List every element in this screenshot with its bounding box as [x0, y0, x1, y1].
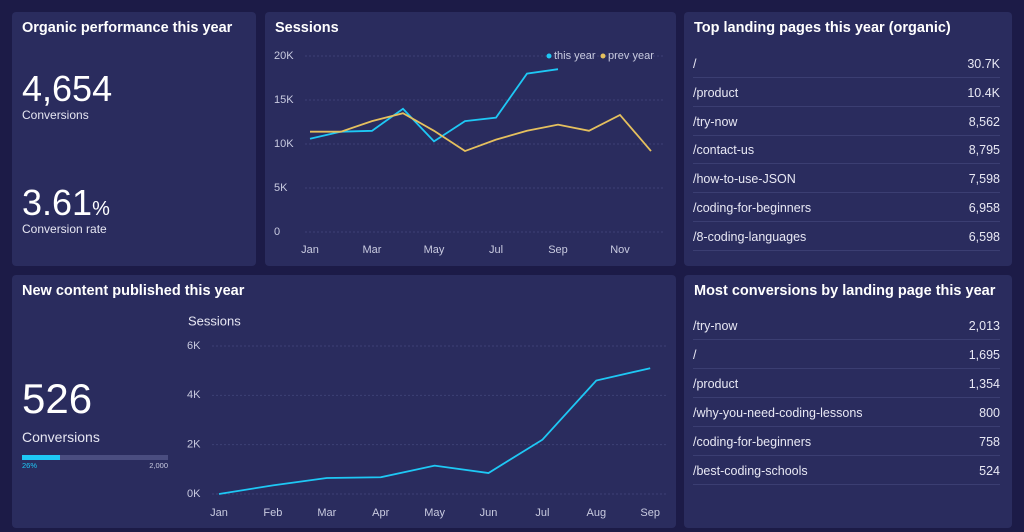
- x-tick-label: May: [424, 507, 445, 519]
- table-row: /product 10.4K: [693, 78, 1000, 107]
- x-tick-label: Apr: [372, 507, 389, 519]
- sessions-chart: 0 5K 10K 15K 20K Jan Mar May Jul Sep Nov this year p…: [274, 50, 665, 256]
- row-value: 524: [979, 464, 1000, 478]
- x-tick-label: Jan: [301, 244, 319, 256]
- row-value: 2,013: [968, 319, 1000, 333]
- content-conversions-label: Conversions: [22, 429, 100, 445]
- top-pages-panel: Top landing pages this year (organic) / 3…: [684, 12, 1012, 266]
- row-page: /try-now: [693, 319, 738, 333]
- y-tick-label: 20K: [274, 50, 294, 62]
- row-value: 8,562: [968, 114, 1000, 129]
- row-page: /coding-for-beginners: [693, 435, 812, 449]
- row-page: /best-coding-schools: [693, 464, 808, 478]
- legend-label: prev year: [608, 50, 654, 62]
- row-page: /product: [693, 377, 739, 391]
- panel-title: Most conversions by landing page this ye…: [694, 283, 996, 299]
- progress-max: 2,000: [149, 461, 168, 470]
- content-chart: Sessions 0K 2K 4K 6K Jan Feb Mar Apr May Jun Jul Aug…: [187, 313, 666, 519]
- row-value: 10.4K: [967, 85, 1000, 100]
- panel-title: Sessions: [275, 20, 339, 36]
- x-tick-label: Mar: [317, 507, 336, 519]
- row-page: /try-now: [693, 114, 738, 129]
- table-row: /how-to-use-JSON 7,598: [693, 164, 1000, 194]
- rate-number: 3.61: [22, 182, 93, 223]
- y-tick-label: 4K: [187, 389, 201, 401]
- row-value: 1,354: [968, 377, 1000, 391]
- table-row: /coding-for-beginners 758: [693, 427, 1000, 456]
- panel-title: New content published this year: [22, 283, 245, 299]
- row-page: /coding-for-beginners: [693, 201, 812, 215]
- rate-label: Conversion rate: [22, 222, 107, 236]
- new-content-panel: New content published this year 526 Conv…: [12, 275, 676, 528]
- table-row: /coding-for-beginners 6,958: [693, 193, 1000, 222]
- rate-value: 3.61%: [22, 182, 110, 224]
- x-tick-label: Feb: [263, 507, 282, 519]
- y-tick-label: 10K: [274, 138, 294, 150]
- row-page: /product: [693, 85, 739, 100]
- x-tick-label: Jun: [480, 507, 498, 519]
- table-row: /contact-us 8,795: [693, 135, 1000, 165]
- progress-label: 26%: [22, 461, 38, 470]
- table-row: /why-you-need-coding-lessons 800: [693, 398, 1000, 427]
- chart-title: Sessions: [188, 313, 241, 328]
- x-tick-label: Jul: [489, 244, 503, 256]
- x-tick-label: Mar: [363, 244, 382, 256]
- table-row: /best-coding-schools 524: [693, 456, 1000, 485]
- table-row: /try-now 2,013: [693, 311, 1000, 340]
- y-tick-label: 0K: [187, 488, 201, 500]
- row-value: 6,598: [968, 229, 1000, 244]
- row-value: 7,598: [968, 172, 1000, 187]
- series-line: [310, 112, 652, 153]
- x-tick-label: Sep: [548, 244, 568, 256]
- organic-panel: Organic performance this year 4,654 Conv…: [12, 12, 256, 266]
- rate-unit: %: [92, 198, 110, 220]
- row-value: 800: [979, 406, 1000, 420]
- panel-title: Organic performance this year: [22, 20, 233, 36]
- y-tick-label: 15K: [274, 94, 294, 106]
- conversions-value: 4,654: [22, 68, 113, 109]
- table-row: / 30.7K: [693, 49, 1000, 78]
- row-value: 6,958: [968, 201, 1000, 215]
- content-conversions-value: 526: [22, 375, 93, 422]
- row-page: /: [693, 57, 697, 71]
- y-tick-label: 0: [274, 226, 280, 238]
- series-line: [309, 68, 559, 143]
- table-row: /product 1,354: [693, 369, 1000, 398]
- table-row: /8-coding-languages 6,598: [693, 222, 1000, 251]
- progress-fill: [22, 455, 60, 460]
- conversions-pages-panel: Most conversions by landing page this ye…: [684, 275, 1012, 528]
- row-page: /: [693, 348, 697, 362]
- row-page: /how-to-use-JSON: [693, 172, 796, 187]
- row-value: 8,795: [968, 143, 1000, 158]
- y-tick-label: 5K: [274, 182, 288, 194]
- y-tick-label: 2K: [187, 439, 201, 451]
- progress-track: [22, 455, 168, 460]
- series-line: [218, 367, 651, 495]
- row-value: 1,695: [968, 348, 1000, 362]
- sessions-panel: Sessions 0 5K 10K 15K 20K Jan Mar May Jul Sep Nov t…: [265, 12, 676, 266]
- conversions-label: Conversions: [22, 108, 89, 122]
- legend-dot: [600, 53, 606, 59]
- legend-dot: [546, 53, 552, 59]
- x-tick-label: May: [424, 244, 445, 256]
- x-tick-label: Sep: [640, 507, 660, 519]
- x-tick-label: Nov: [610, 244, 630, 256]
- y-tick-label: 6K: [187, 340, 201, 352]
- row-page: /why-you-need-coding-lessons: [693, 406, 863, 420]
- x-tick-label: Jul: [535, 507, 549, 519]
- table-row: /try-now 8,562: [693, 107, 1000, 136]
- row-page: /contact-us: [693, 143, 755, 158]
- x-tick-label: Jan: [210, 507, 228, 519]
- table-row: / 1,695: [693, 340, 1000, 369]
- panel-title: Top landing pages this year (organic): [694, 20, 951, 36]
- legend-label: this year: [554, 50, 596, 62]
- x-tick-label: Aug: [587, 507, 607, 519]
- row-value: 758: [979, 435, 1000, 449]
- row-value: 30.7K: [967, 57, 1000, 71]
- row-page: /8-coding-languages: [693, 229, 807, 244]
